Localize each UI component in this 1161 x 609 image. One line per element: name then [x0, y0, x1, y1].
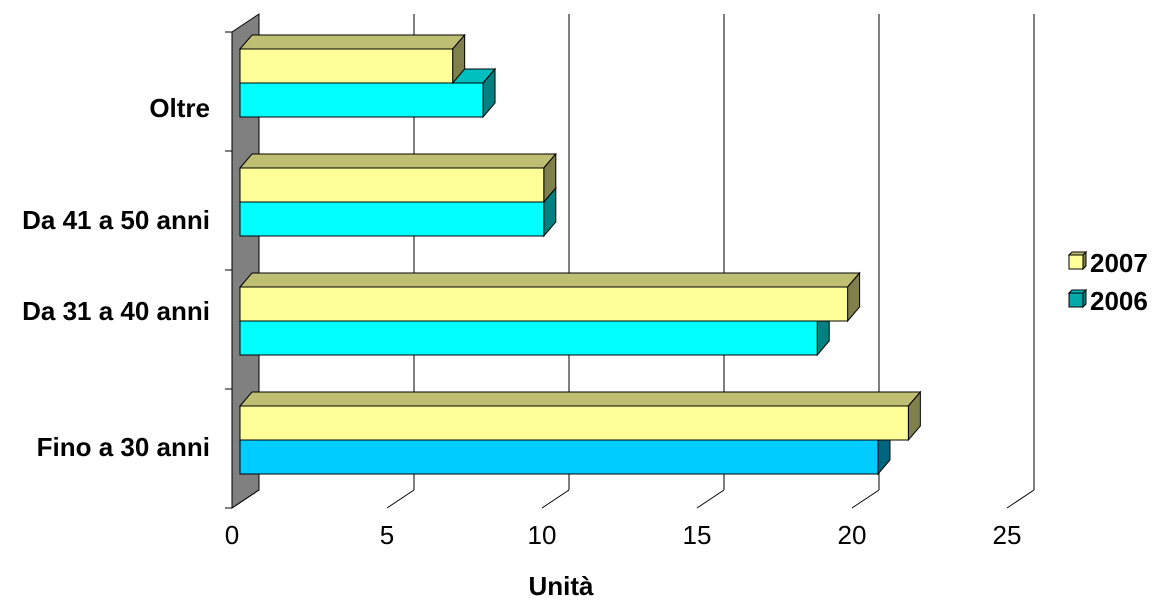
x-tick-label-10: 10	[528, 520, 557, 550]
floor-line-5	[386, 489, 415, 509]
bars	[238, 33, 922, 476]
bar-2007-2	[238, 152, 557, 204]
bar-front-face	[239, 82, 484, 118]
legend-item-2007[interactable]: 2007	[1067, 248, 1148, 278]
floor-line-0	[231, 489, 260, 509]
bar-front-face	[239, 286, 849, 322]
floor-line-10	[541, 489, 570, 509]
category-label-3: Oltre	[149, 93, 210, 123]
bar-top-face	[238, 34, 466, 50]
bar-top-face	[238, 272, 861, 288]
legend-swatch	[1068, 292, 1084, 308]
bar-front-face	[239, 201, 545, 237]
legend-item-2006[interactable]: 2006	[1067, 286, 1148, 316]
legend-label-2006: 2006	[1090, 286, 1148, 316]
bar-front-face	[239, 405, 909, 441]
bar-front-face	[239, 48, 454, 84]
category-label-0: Fino a 30 anni	[37, 432, 210, 462]
x-tick-label-15: 15	[683, 520, 712, 550]
category-label-2: Da 41 a 50 anni	[22, 205, 210, 235]
floor-line-15	[696, 489, 725, 509]
bar-2007-0	[238, 390, 922, 442]
x-tick-label-5: 5	[380, 520, 394, 550]
category-labels: Fino a 30 anni Da 31 a 40 anni Da 41 a 50 …	[22, 93, 210, 462]
x-tick-label-25: 25	[993, 520, 1022, 550]
legend-swatch	[1068, 254, 1084, 270]
x-tick-labels: 0 5 10 15 20 25	[225, 520, 1022, 550]
x-tick-label-0: 0	[225, 520, 239, 550]
bar-2007-1	[238, 271, 861, 323]
legend[interactable]: 2007 2006	[1067, 248, 1148, 316]
bar-front-face	[239, 320, 818, 356]
category-label-1: Da 31 a 40 anni	[22, 296, 210, 326]
bar-front-face	[239, 167, 545, 203]
bar-top-face	[238, 153, 557, 169]
bar-2007-3	[238, 33, 466, 85]
x-axis-title: Unità	[529, 571, 595, 601]
legend-label-2007: 2007	[1090, 248, 1148, 278]
floor-line-20	[851, 489, 880, 509]
floor-line-25	[1006, 489, 1035, 509]
x-tick-label-20: 20	[838, 520, 867, 550]
bar-front-face	[239, 439, 879, 475]
bar-top-face	[238, 391, 922, 407]
